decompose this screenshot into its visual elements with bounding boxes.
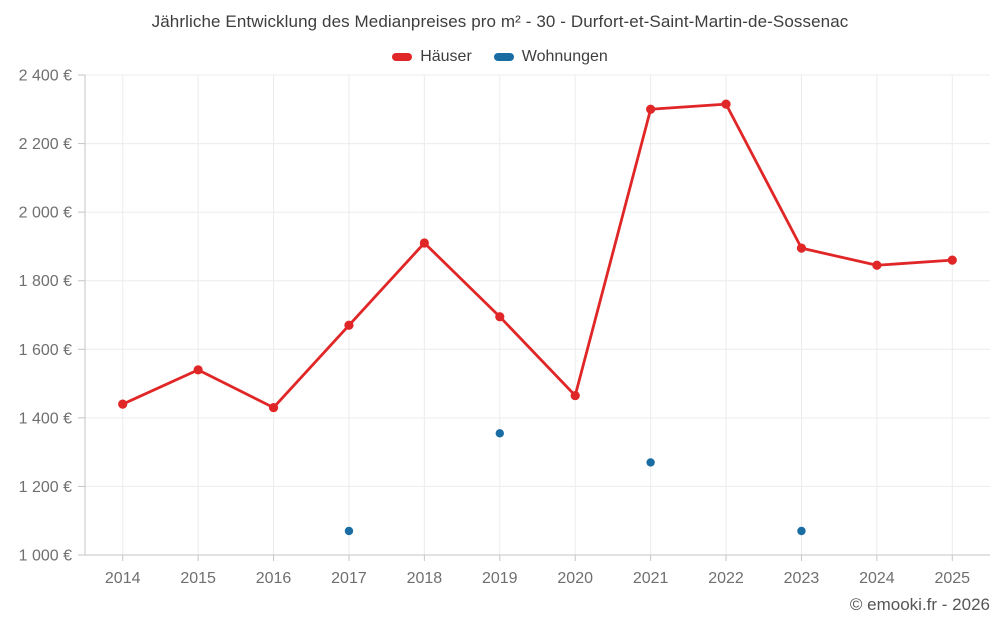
- x-tick-label: 2017: [331, 570, 367, 587]
- point-haeuser-2015[interactable]: [193, 365, 203, 375]
- point-haeuser-2022[interactable]: [721, 99, 731, 109]
- y-tick-label: 1 800 €: [19, 273, 72, 290]
- x-tick-label: 2021: [633, 570, 669, 587]
- haeuser-line: [121, 102, 954, 409]
- point-wohnungen-2017[interactable]: [344, 526, 354, 536]
- point-wohnungen-2023[interactable]: [797, 526, 806, 536]
- x-tick-label: 2019: [482, 570, 518, 587]
- y-tick-label: 1 400 €: [19, 410, 72, 427]
- point-haeuser-2021[interactable]: [646, 104, 656, 114]
- legend-item-haeuser[interactable]: Häuser: [392, 48, 472, 66]
- point-haeuser-2020[interactable]: [570, 390, 580, 401]
- x-tick-label: 2020: [557, 570, 593, 587]
- x-tick-label: 2016: [256, 570, 292, 587]
- point-wohnungen-2019[interactable]: [495, 429, 504, 438]
- legend-label-wohnungen: Wohnungen: [521, 48, 608, 65]
- chart-legend: Häuser Wohnungen: [0, 48, 1000, 66]
- point-haeuser-2014[interactable]: [118, 399, 128, 409]
- x-tick-label: 2015: [180, 570, 216, 587]
- point-haeuser-2019[interactable]: [495, 312, 505, 322]
- point-haeuser-2025[interactable]: [947, 255, 957, 265]
- legend-item-wohnungen[interactable]: Wohnungen: [493, 48, 608, 66]
- x-tick-label: 2018: [407, 570, 443, 587]
- y-tick-label: 1 200 €: [19, 479, 72, 496]
- y-tick-label: 2 400 €: [19, 68, 72, 85]
- y-tick-label: 1 000 €: [19, 548, 72, 565]
- point-haeuser-2017[interactable]: [344, 320, 354, 330]
- x-tick-label: 2025: [934, 570, 970, 587]
- x-tick-label: 2022: [708, 570, 744, 587]
- legend-swatch-wohnungen: [493, 53, 514, 61]
- point-haeuser-2018[interactable]: [419, 238, 429, 248]
- y-tick-label: 2 200 €: [19, 136, 72, 153]
- point-haeuser-2016[interactable]: [268, 402, 279, 413]
- y-tick-label: 1 600 €: [19, 342, 72, 359]
- x-tick-label: 2023: [784, 570, 820, 587]
- point-wohnungen-2021[interactable]: [646, 458, 655, 467]
- watermark: © emooki.fr - 2026: [849, 595, 990, 614]
- point-haeuser-2023[interactable]: [796, 243, 807, 253]
- chart-title: Jährliche Entwicklung des Medianpreises …: [151, 12, 849, 31]
- x-tick-label: 2024: [859, 570, 895, 587]
- legend-label-haeuser: Häuser: [420, 48, 472, 65]
- x-tick-label: 2014: [105, 570, 141, 587]
- point-haeuser-2024[interactable]: [872, 260, 882, 270]
- legend-swatch-haeuser: [392, 53, 413, 61]
- y-tick-label: 2 000 €: [19, 205, 72, 222]
